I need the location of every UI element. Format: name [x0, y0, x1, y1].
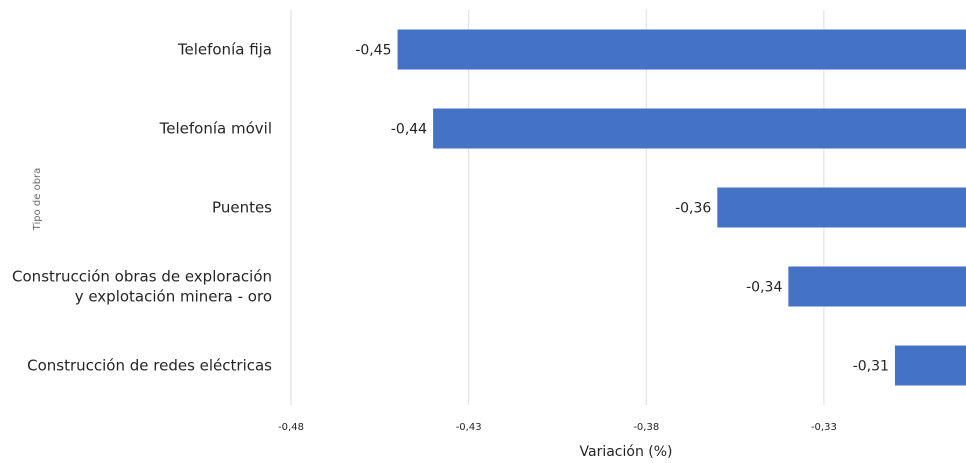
data-label: -0,44 — [391, 122, 427, 138]
data-label: -0,45 — [355, 43, 391, 59]
y-axis-title: Tipo de obra — [32, 168, 43, 232]
category-label: Construcción de redes eléctricas — [27, 357, 272, 375]
data-label: -0,31 — [853, 359, 889, 375]
category-label: Telefonía fija — [177, 41, 272, 59]
bar — [894, 345, 966, 386]
x-tick-label: -0,33 — [811, 422, 837, 433]
bar — [717, 187, 966, 228]
bar — [433, 108, 966, 149]
category-label: y explotación minera - oro — [75, 288, 272, 306]
data-label: -0,36 — [675, 201, 711, 217]
bar — [397, 29, 966, 70]
bar — [788, 266, 966, 307]
x-axis-title: Variación (%) — [580, 444, 673, 460]
bars — [397, 29, 966, 386]
category-label: Puentes — [212, 199, 272, 217]
x-tick-label: -0,48 — [278, 422, 304, 433]
data-label: -0,34 — [746, 280, 782, 296]
category-label: Construcción obras de exploración — [12, 268, 272, 286]
category-labels: Telefonía fija Telefonía móvil Puentes Cons… — [12, 41, 272, 375]
category-label: Telefonía móvil — [159, 120, 272, 138]
x-tick-labels: -0,48 -0,43 -0,38 -0,33 — [278, 422, 837, 433]
x-tick-label: -0,38 — [633, 422, 659, 433]
data-labels: -0,45 -0,44 -0,36 -0,34 -0,31 — [355, 43, 889, 375]
x-tick-label: -0,43 — [456, 422, 482, 433]
